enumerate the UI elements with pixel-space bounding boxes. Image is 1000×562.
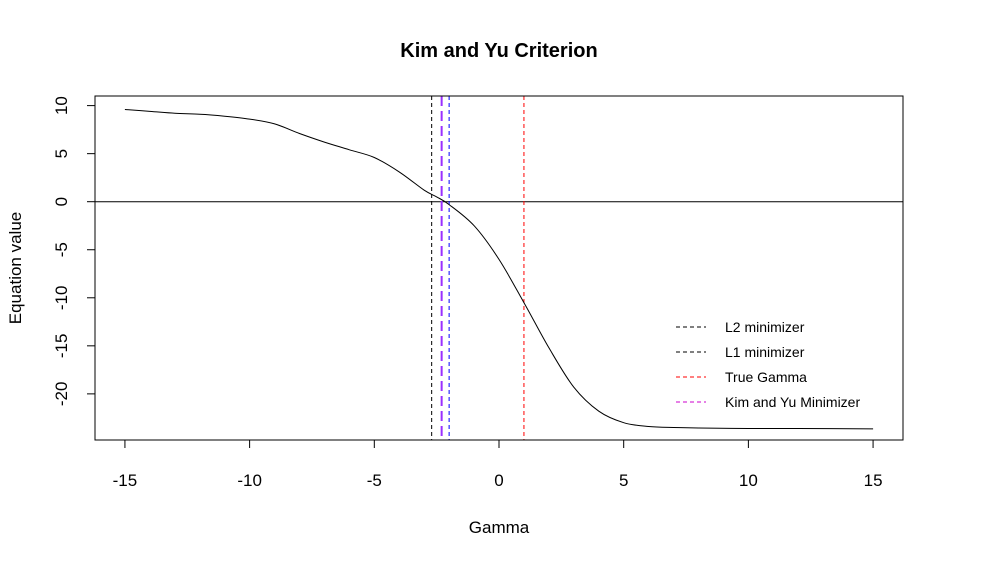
x-tick-label: 15 [864,471,883,490]
y-axis-label: Equation value [6,212,25,324]
x-tick-label: 10 [739,471,758,490]
y-tick-label: -10 [52,285,71,310]
y-tick-label: 0 [52,197,71,206]
plot-frame [94,95,904,441]
x-axis-label: Gamma [469,518,530,537]
x-axis: -15 -10 -5 0 5 10 15 [113,439,883,490]
y-axis: -20 -15 -10 -5 0 5 10 [52,96,96,407]
chart-title: Kim and Yu Criterion [400,40,597,62]
legend-label: Kim and Yu Minimizer [725,394,860,410]
x-tick-label: 0 [494,471,503,490]
series-line [124,109,874,430]
y-tick-label: 10 [52,96,71,115]
legend-label: True Gamma [725,369,807,385]
x-tick-label: -5 [367,471,382,490]
x-tick-label: -15 [113,471,138,490]
legend: L2 minimizer L1 minimizer True Gamma Kim an… [676,319,860,410]
y-tick-label: 5 [52,149,71,158]
x-tick-label: 5 [619,471,628,490]
legend-label: L1 minimizer [725,344,805,360]
x-tick-label: -10 [237,471,262,490]
y-tick-label: -15 [52,334,71,359]
y-tick-label: -20 [52,382,71,407]
plot-area [95,96,903,440]
y-tick-label: -5 [52,242,71,257]
legend-label: L2 minimizer [725,319,805,335]
